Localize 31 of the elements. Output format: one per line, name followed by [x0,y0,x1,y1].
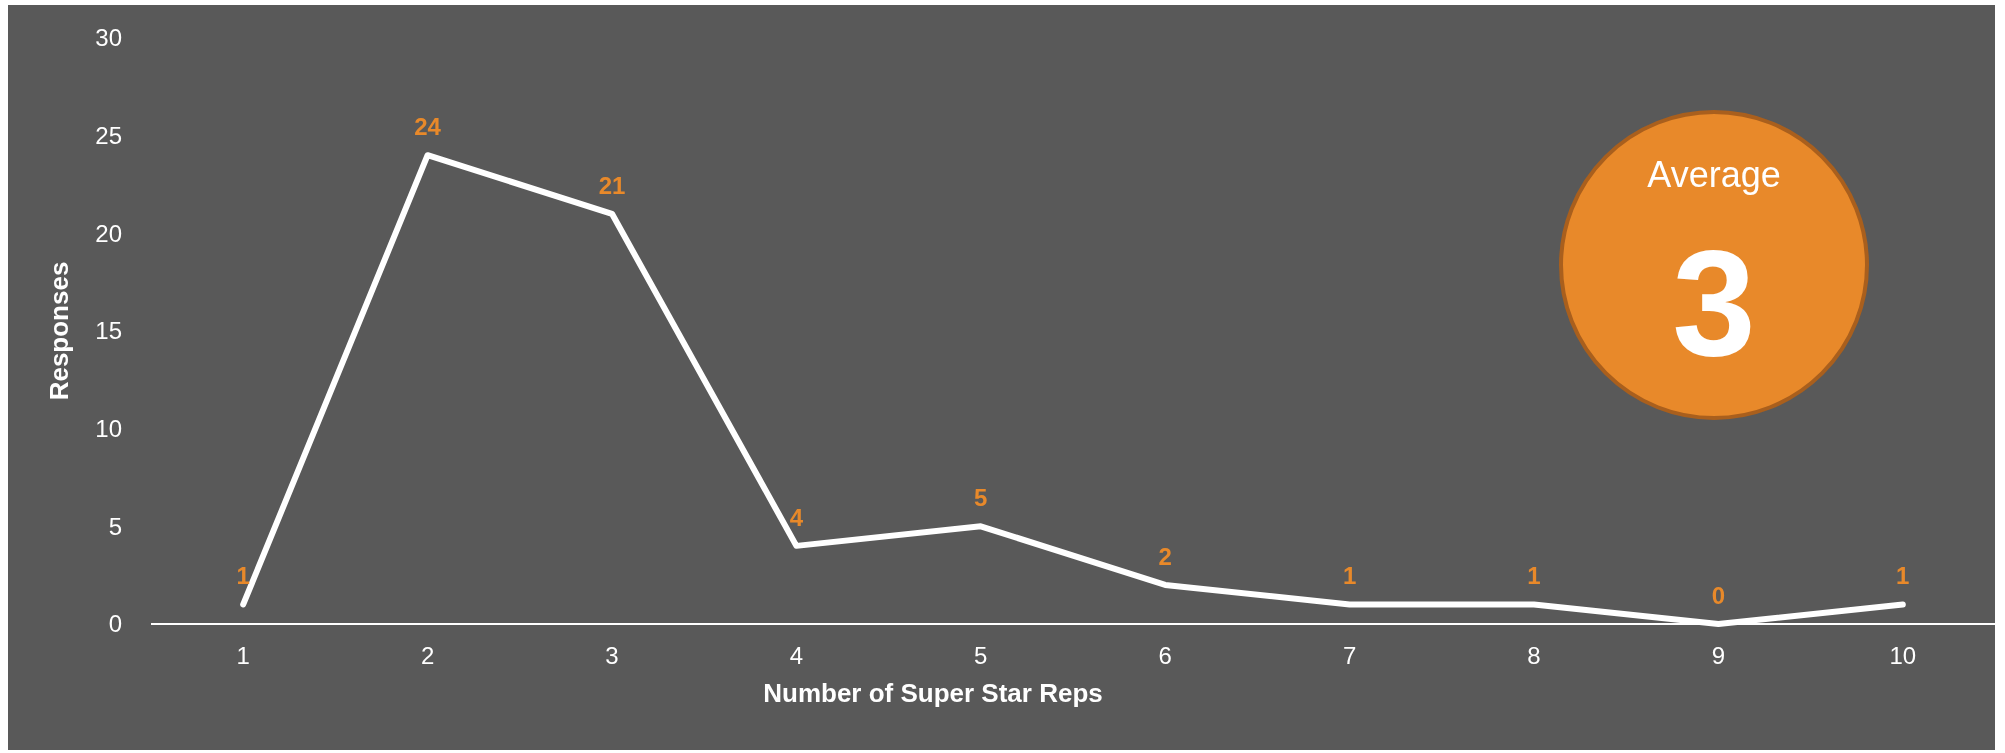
data-label: 0 [1711,582,1726,609]
data-label: 2 [1158,542,1172,570]
annotation: 3 [1672,219,1756,387]
x-tick-label: 7 [1342,642,1357,669]
x-tick-label: 5 [974,642,988,669]
y-tick-label: 30 [95,24,122,52]
data-label: 5 [974,484,988,512]
data-label: 24 [414,113,442,141]
y-tick-label: 10 [95,415,122,443]
data-label: 1 [1527,562,1541,590]
y-tick-label: 5 [108,512,122,540]
data-label: 1 [236,562,250,590]
x-tick-label: 8 [1527,642,1541,669]
x-tick-label: 4 [789,642,804,669]
x-tick-label: 6 [1158,642,1172,669]
y-axis-title: Responses [44,261,74,401]
y-tick-label: 15 [95,317,122,345]
x-tick-label: 10 [1889,642,1917,669]
y-tick-label: 25 [95,122,122,150]
x-tick-label: 1 [236,642,250,669]
x-tick-label: 2 [420,642,435,669]
y-tick-label: 0 [108,610,122,638]
annotation: Average [1647,154,1781,195]
data-label: 4 [789,503,804,531]
y-tick-label: 20 [95,219,122,247]
x-tick-label: 3 [605,642,619,669]
x-tick-label: 9 [1711,642,1726,669]
data-label: 1 [1342,562,1357,590]
data-label: 1 [1896,562,1910,590]
data-label: 21 [598,171,626,199]
x-axis-title: Number of Super Star Reps [763,678,1103,708]
